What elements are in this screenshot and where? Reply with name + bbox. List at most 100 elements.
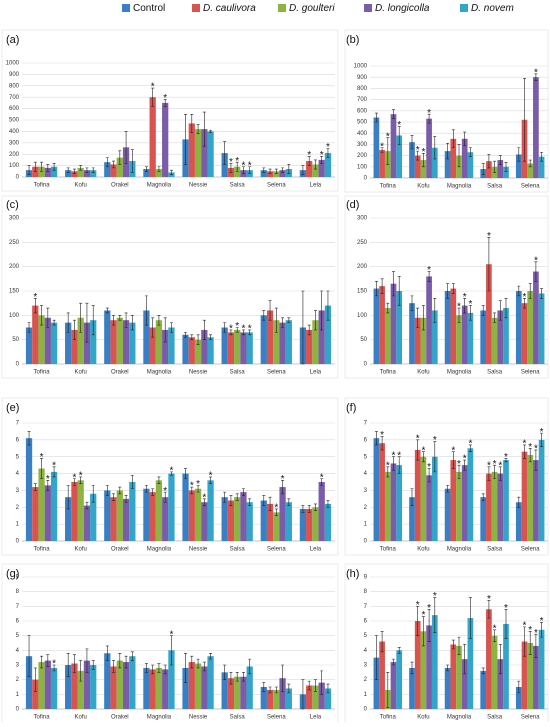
x-tick-label: Orakel: [111, 715, 129, 721]
bar: [25, 656, 33, 709]
error-bar: [157, 315, 161, 326]
error-bar: [118, 486, 122, 495]
error-bar: [268, 300, 272, 321]
error-bar: [248, 166, 252, 174]
bar: [65, 497, 72, 541]
y-tick-label: 700: [9, 95, 20, 101]
error-bar: [169, 322, 173, 333]
bar: [497, 310, 504, 364]
bar: [279, 678, 286, 709]
bar: [188, 662, 195, 709]
error-bar: [79, 165, 83, 171]
bar: [503, 623, 509, 709]
panel-label: (h): [346, 568, 359, 580]
significance-marker: *: [421, 147, 425, 158]
error-bar: [202, 319, 206, 340]
bar: [414, 155, 421, 178]
error-bar: [79, 302, 83, 333]
error-bar: [27, 431, 31, 446]
error-bar: [446, 664, 450, 672]
bar: [461, 138, 468, 178]
x-tick-label: Selena: [521, 370, 540, 376]
bar: [538, 156, 545, 178]
bar: [312, 685, 319, 709]
error-bar: [313, 679, 317, 692]
bar: [450, 138, 457, 178]
y-tick-label: 900: [9, 72, 20, 78]
bar: [538, 439, 545, 541]
bar: [50, 667, 58, 709]
y-tick-label: 100: [9, 313, 20, 319]
bar: [104, 653, 111, 709]
bar: [65, 170, 72, 177]
error-bar: [229, 672, 233, 685]
x-tick-label: Orakel: [111, 183, 129, 189]
bar: [116, 660, 123, 709]
bar: [188, 123, 195, 177]
error-bar: [66, 167, 70, 173]
error-bar: [528, 159, 532, 168]
error-bar: [52, 319, 56, 326]
bar: [431, 310, 438, 364]
bar: [143, 488, 150, 541]
error-bar: [124, 312, 128, 328]
y-tick-label: 1: [16, 692, 20, 698]
error-bar: [523, 298, 527, 309]
bar: [503, 308, 509, 364]
error-bar: [517, 147, 521, 162]
x-tick-label: Kofu: [417, 715, 429, 721]
y-tick-label: 200: [357, 153, 368, 159]
significance-marker: *: [523, 439, 527, 450]
error-bar: [33, 298, 37, 314]
bar: [207, 337, 214, 364]
bar: [467, 312, 474, 364]
error-bar: [320, 290, 324, 331]
error-bar: [223, 141, 227, 165]
x-tick-label: Nessie: [189, 715, 208, 721]
error-bar: [421, 451, 425, 463]
error-bar: [52, 466, 56, 478]
bar: [414, 317, 421, 364]
bar: [110, 320, 117, 364]
bar: [129, 482, 136, 541]
bar: [221, 153, 228, 177]
error-bar: [433, 136, 437, 160]
error-bar: [85, 302, 89, 343]
y-tick-label: 100: [9, 163, 20, 169]
x-tick-label: Salsa: [230, 547, 246, 553]
significance-marker: *: [468, 439, 472, 450]
bar: [246, 502, 253, 541]
bar: [182, 667, 189, 709]
bar: [373, 438, 380, 541]
bar: [122, 320, 130, 364]
error-bar: [386, 466, 390, 478]
error-bar: [235, 327, 239, 333]
error-bar: [326, 500, 330, 508]
bar: [234, 497, 241, 541]
error-bar: [268, 496, 272, 511]
significance-marker: *: [468, 299, 472, 310]
error-bar: [184, 114, 188, 165]
bar: [122, 662, 130, 709]
bar: [260, 315, 267, 364]
bar: [155, 667, 163, 709]
error-bar: [248, 329, 252, 336]
significance-marker: *: [540, 616, 544, 627]
error-bar: [504, 608, 508, 639]
bar: [491, 635, 498, 709]
panel-label: (d): [346, 199, 359, 211]
significance-marker: *: [540, 427, 544, 438]
error-bar: [248, 658, 252, 675]
y-tick-label: 100: [357, 313, 368, 319]
bar: [426, 118, 432, 178]
error-bar: [235, 672, 239, 682]
x-tick-label: Salsa: [487, 715, 503, 721]
error-bar: [281, 480, 285, 495]
bar: [426, 625, 432, 709]
y-tick-label: 9: [16, 575, 20, 581]
significance-marker: *: [493, 623, 497, 634]
error-bar: [487, 600, 491, 619]
error-bar: [163, 491, 167, 503]
y-tick-label: 4: [16, 648, 20, 654]
bar: [77, 670, 84, 709]
